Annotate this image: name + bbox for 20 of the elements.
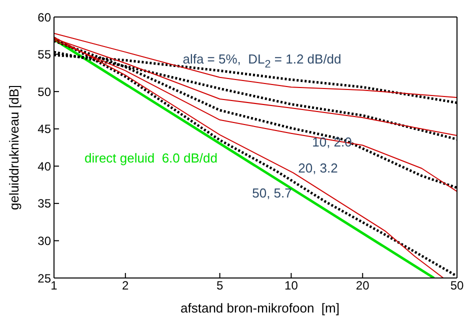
x-tick-label: 50 [450, 278, 464, 293]
x-tick-label: 20 [356, 278, 370, 293]
annotation-text: alfa = 5%, DL$_{2}$ = 1.2 dB/dd [182, 52, 342, 72]
y-tick-label: 35 [38, 196, 52, 211]
y-tick-label: 45 [38, 122, 52, 136]
y-tick-label: 25 [38, 271, 52, 286]
y-tick-label: 55 [38, 48, 52, 62]
x-tick-label: 10 [284, 278, 298, 293]
x-axis-title: afstand bron-mikrofoon [m] [180, 300, 340, 316]
x-tick-label: 1 [50, 278, 58, 293]
x-tick-label: 2 [122, 278, 130, 293]
y-tick-label: 60 [38, 10, 52, 24]
y-tick-label: 30 [38, 234, 52, 248]
y-tick-label: 50 [38, 84, 52, 99]
y-tick-label: 40 [38, 159, 52, 174]
x-tick-label: 5 [216, 278, 224, 293]
annotation-text: 50, 5.7 [252, 186, 292, 200]
annotation-text: direct geluid 6.0 dB/dd [84, 150, 218, 166]
annotation-text: 20, 3.2 [298, 160, 338, 176]
y-axis-title: geluiddrukniveau [dB] [6, 84, 22, 210]
